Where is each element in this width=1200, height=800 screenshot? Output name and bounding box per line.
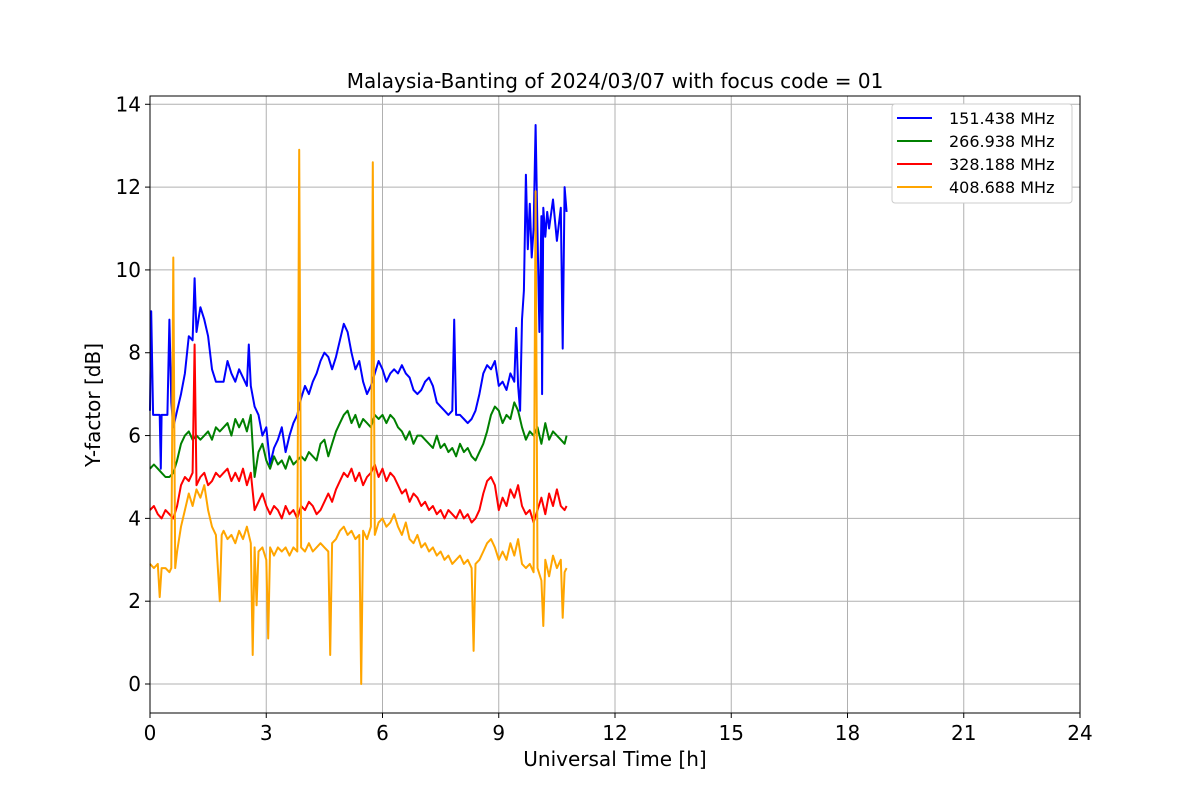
x-tick-label: 21 — [951, 721, 976, 745]
legend-label-1: 151.438 MHz — [949, 109, 1054, 128]
legend: 151.438 MHz 266.938 MHz 328.188 MHz 408.688… — [891, 103, 1073, 204]
x-tick-label: 24 — [1067, 721, 1092, 745]
x-tick-label: 12 — [602, 721, 627, 745]
legend-label-4: 408.688 MHz — [949, 178, 1054, 197]
x-tick-label: 15 — [719, 721, 744, 745]
x-axis-label: Universal Time [h] — [523, 747, 706, 771]
y-tick-label: 2 — [128, 589, 141, 613]
series-line-4 — [149, 148, 568, 685]
series-line-1 — [149, 124, 568, 470]
series-line-2 — [149, 401, 568, 478]
y-axis-ticks: 0 2 4 6 8 10 12 14 — [116, 92, 150, 696]
x-axis-ticks: 0 3 6 9 12 15 18 21 24 — [144, 713, 1093, 745]
series-line-3 — [149, 343, 568, 524]
y-tick-label: 4 — [128, 506, 141, 530]
x-tick-label: 9 — [492, 721, 505, 745]
y-tick-label: 6 — [128, 424, 141, 448]
legend-box — [891, 103, 1073, 204]
y-tick-label: 8 — [128, 341, 141, 365]
x-tick-label: 6 — [376, 721, 389, 745]
y-axis-label: Y-factor [dB] — [81, 343, 105, 468]
y-tick-label: 0 — [128, 672, 141, 696]
series-lines — [149, 124, 568, 685]
x-tick-label: 18 — [835, 721, 860, 745]
legend-label-3: 328.188 MHz — [949, 155, 1054, 174]
y-tick-label: 14 — [116, 92, 141, 116]
y-tick-label: 10 — [116, 258, 141, 282]
y-tick-label: 12 — [116, 175, 141, 199]
x-tick-label: 3 — [260, 721, 273, 745]
legend-label-2: 266.938 MHz — [949, 132, 1054, 151]
x-tick-label: 0 — [144, 721, 157, 745]
chart-title: Malaysia-Banting of 2024/03/07 with focu… — [347, 69, 884, 93]
